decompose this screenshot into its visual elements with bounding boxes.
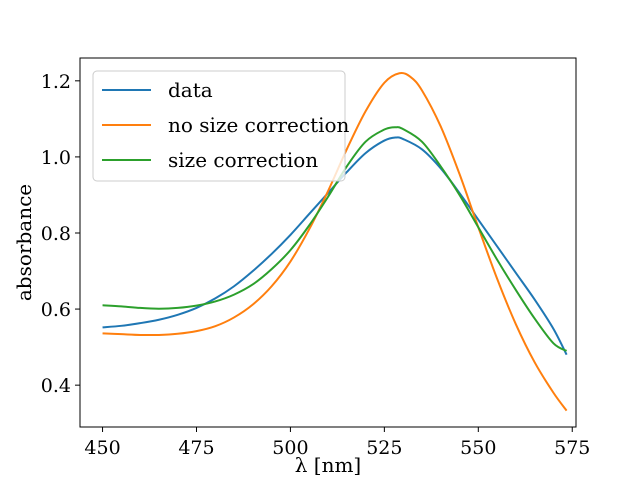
ticks-layer: 450 475 500 525 550 575 0.4 0.6 0.8 1.0 1.2: [41, 71, 591, 459]
y-tick-label: 0.8: [41, 223, 71, 245]
series-line-0: [102, 136, 568, 356]
x-tick-label: 500: [272, 437, 308, 459]
plot-frame: [79, 57, 577, 428]
x-tick-label: 525: [366, 437, 402, 459]
x-tick-label: 475: [178, 437, 214, 459]
series-layer: [102, 71, 568, 412]
x-axis-label: λ [nm]: [295, 453, 361, 477]
legend-label-2: size correction: [168, 148, 318, 172]
series-line-2: [102, 126, 568, 352]
x-tick-label: 450: [84, 437, 120, 459]
legend-box: [92, 70, 346, 182]
legend-label-1: no size correction: [168, 113, 350, 137]
x-tick-label: 550: [460, 437, 496, 459]
series-line-1: [102, 71, 568, 412]
legend-label-0: data: [168, 78, 213, 102]
y-tick-label: 0.4: [41, 375, 71, 397]
legend-items: data no size correction size correction: [102, 78, 350, 172]
y-tick-label: 1.0: [41, 147, 71, 169]
y-tick-label: 1.2: [41, 71, 71, 93]
x-tick-label: 575: [554, 437, 590, 459]
legend: data no size correction size correction: [92, 70, 350, 182]
y-axis-label: absorbance: [12, 184, 36, 301]
y-tick-label: 0.6: [41, 299, 71, 321]
